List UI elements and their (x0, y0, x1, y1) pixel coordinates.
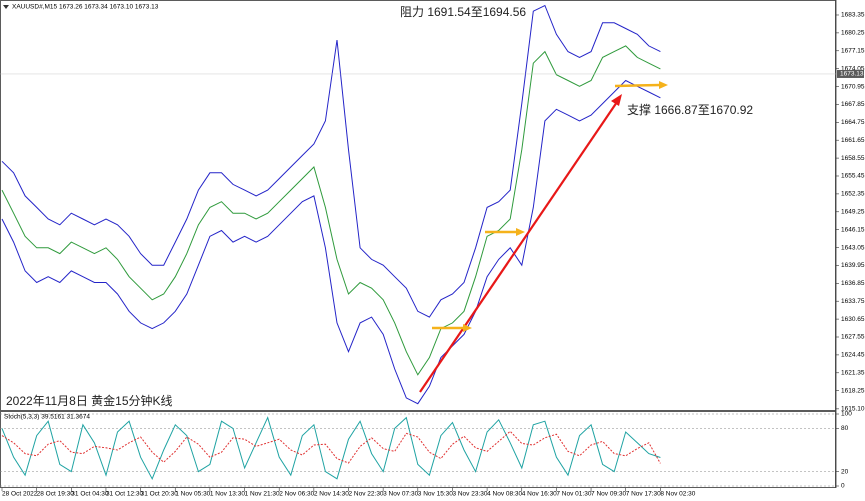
y-tick-label: 1658.55 (841, 155, 865, 162)
y-tick-label: 1627.55 (841, 334, 865, 341)
x-tick-label: 28 Oct 2022 (2, 491, 38, 498)
price-tag (837, 69, 864, 78)
x-tick-label: 1 Nov 21:30 (245, 491, 280, 498)
y-tick-label: 1670.95 (841, 83, 865, 90)
stoch-pane (0, 411, 836, 488)
x-tick-label: 31 Oct 04:30 (71, 491, 109, 498)
x-tick-label: 31 Oct 12:30 (106, 491, 144, 498)
series-line (1, 416, 661, 480)
y-tick-label: 1615.10 (841, 406, 865, 413)
y-tick-label: 1639.95 (841, 262, 865, 269)
arrow-head (463, 324, 472, 332)
y-tick-label: 1661.65 (841, 137, 865, 144)
stoch-title: Stoch(5,3,3) 39.5161 31.3674 (4, 414, 90, 421)
y-tick-label: 1633.75 (841, 298, 865, 305)
trend-arrow (419, 101, 618, 393)
support-note: 支撑 1666.87至1670.92 (627, 102, 753, 117)
y-tick-label: 1674.05 (841, 65, 865, 72)
y-tick-label: 1680.25 (841, 30, 865, 37)
y-tick-label: 1618.25 (841, 387, 865, 394)
y-tick-label: 1624.45 (841, 352, 865, 359)
x-tick-label: 4 Nov 08:30 (487, 491, 522, 498)
y-tick-label: 0 (841, 483, 845, 490)
x-tick-label: 3 Nov 15:30 (418, 491, 453, 498)
main-pane (0, 0, 836, 411)
y-tick-label: 1667.85 (841, 101, 865, 108)
y-tick-label: 100 (841, 411, 852, 418)
y-tick-label: 1649.25 (841, 208, 865, 215)
y-tick-label: 1683.35 (841, 12, 865, 19)
y-tick-label: 1677.15 (841, 47, 865, 54)
x-tick-label: 7 Nov 09:30 (591, 491, 626, 498)
x-tick-label: 1 Nov 13:30 (210, 491, 245, 498)
x-tick-label: 2 Nov 14:30 (314, 491, 349, 498)
y-tick-label: 1621.35 (841, 369, 865, 376)
series-line (1, 4, 661, 318)
symbol-header: XAUUSD#,M15 1673.26 1673.34 1673.10 1673… (12, 4, 159, 11)
arrow-head (659, 81, 668, 89)
x-tick-label: 1 Nov 05:30 (175, 491, 210, 498)
marks: 1683.35 1680.25 1677.15 1674.05 1670.95 1667.… (0, 4, 865, 498)
y-tick-label: 1643.05 (841, 244, 865, 251)
support-line (614, 83, 661, 88)
x-tick-label: 7 Nov 01:30 (556, 491, 591, 498)
y-tick-label: 80 (841, 425, 849, 432)
x-tick-label: 2 Nov 06:30 (279, 491, 314, 498)
x-tick-label: 3 Nov 23:30 (452, 491, 487, 498)
x-tick-label: 4 Nov 16:30 (522, 491, 557, 498)
x-tick-label: 8 Nov 02:30 (660, 491, 695, 498)
y-tick-label: 1630.65 (841, 316, 865, 323)
collapse-icon[interactable] (3, 5, 9, 9)
y-tick-label: 1646.15 (841, 226, 865, 233)
series-line (1, 79, 661, 405)
series-line (1, 430, 661, 464)
arrow-head (611, 94, 622, 106)
y-tick-label: 20 (841, 468, 849, 475)
series-line (1, 45, 661, 376)
x-tick-label: 31 Oct 20:30 (141, 491, 179, 498)
x-tick-label: 3 Nov 07:30 (383, 491, 418, 498)
x-tick-label: 7 Nov 17:30 (626, 491, 661, 498)
price-tag-label: 1673.13 (840, 71, 864, 78)
y-tick-label: 1636.85 (841, 280, 865, 287)
y-tick-label: 1655.45 (841, 173, 865, 180)
y-tick-label: 1652.35 (841, 191, 865, 198)
y-tick-label: 1664.75 (841, 119, 865, 126)
resistance-note: 阻力 1691.54至1694.56 (400, 5, 526, 19)
arrow-head (516, 228, 525, 236)
x-tick-label: 28 Oct 19:30 (37, 491, 75, 498)
x-tick-label: 2 Nov 22:30 (349, 491, 384, 498)
arrows (419, 81, 668, 393)
chart-caption: 2022年11月8日 黄金15分钟K线 (6, 393, 173, 408)
